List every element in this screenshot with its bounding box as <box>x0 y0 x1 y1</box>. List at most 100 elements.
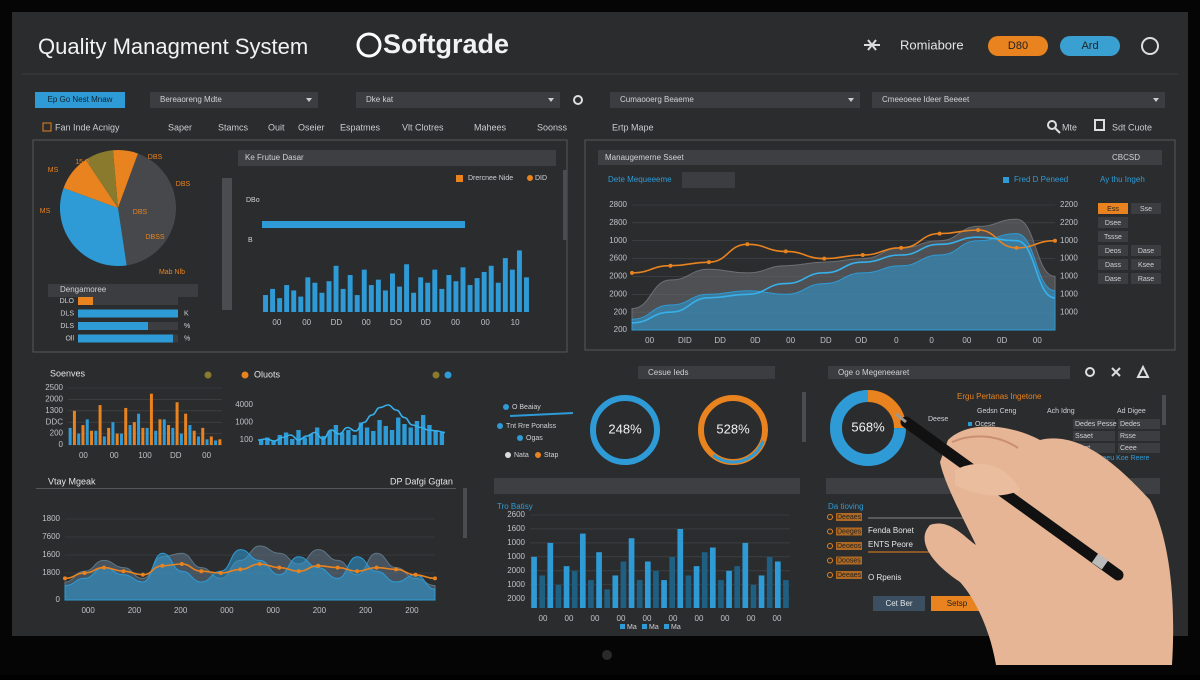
select-label[interactable]: Cmeeoeee Ideer Beeeet <box>882 95 970 104</box>
bar <box>563 566 570 608</box>
bar <box>612 575 619 608</box>
select[interactable] <box>356 92 560 108</box>
action-button-label[interactable]: Setsp <box>947 599 968 608</box>
legend-label: Nata <box>514 452 529 459</box>
toolbar-button-label[interactable]: Ep Go Nest Mnaw <box>48 95 113 104</box>
action-button[interactable] <box>931 596 983 611</box>
bar <box>571 570 578 608</box>
y-tick-label: 2000 <box>45 395 63 404</box>
tab[interactable]: Mahees <box>474 122 507 132</box>
x-tick-label: 0 <box>929 336 934 345</box>
thumb <box>955 463 1020 496</box>
x-tick-label: 000 <box>81 606 95 615</box>
finger-crease <box>951 435 1019 449</box>
list-note: Fenda Bonet <box>868 526 915 535</box>
user-icon <box>864 39 880 51</box>
header-button[interactable] <box>1060 36 1120 56</box>
bar <box>402 424 407 445</box>
list-item[interactable]: Dooses <box>837 557 861 564</box>
header-button-label[interactable]: Ard <box>1081 40 1098 52</box>
action-button-label[interactable]: Cet Ber <box>885 599 912 608</box>
header-bar <box>494 478 800 494</box>
x-tick-label: 00 <box>617 614 626 623</box>
area <box>64 549 436 601</box>
bar <box>90 430 94 445</box>
point <box>355 569 360 574</box>
pie-slice <box>112 150 139 208</box>
point <box>218 571 223 575</box>
select-label[interactable]: Cesue Ieds <box>648 368 688 377</box>
bar <box>218 439 222 445</box>
tab[interactable]: Ertp Mape <box>612 122 654 132</box>
select-label[interactable]: Dengamoree <box>60 285 107 294</box>
tab[interactable]: Espatmes <box>340 122 381 132</box>
panel-note: DP Dafgi Ggtan <box>390 476 453 486</box>
select[interactable] <box>638 366 775 379</box>
list-item[interactable]: Deoeos <box>837 543 862 550</box>
search-icon-handle <box>1054 127 1061 134</box>
header-button-label[interactable]: D80 <box>1008 40 1028 52</box>
list-item[interactable]: Deeges <box>837 528 862 535</box>
row-end-label: K <box>184 310 189 317</box>
bar <box>158 419 162 445</box>
table-cell <box>1118 419 1160 429</box>
select-label[interactable]: Dke kat <box>366 95 394 104</box>
y-tick-label: 1800 <box>42 514 60 523</box>
point <box>630 270 634 275</box>
point <box>101 565 106 570</box>
tab[interactable]: Stamcs <box>218 122 249 132</box>
toolbar-button[interactable] <box>35 92 125 108</box>
list-item[interactable]: Deeaes <box>837 514 862 521</box>
legend-swatch <box>456 175 463 182</box>
point <box>140 572 145 577</box>
point <box>121 569 126 574</box>
tab[interactable]: Oseier <box>298 122 325 132</box>
tab[interactable]: Soonss <box>537 122 568 132</box>
tab[interactable]: Vlt Clotres <box>402 122 444 132</box>
select[interactable] <box>828 366 1070 379</box>
hand-with-pen <box>895 412 1174 665</box>
table-cell-text: Dase <box>1138 248 1154 255</box>
bar <box>644 561 651 608</box>
bar <box>196 436 200 445</box>
list-item[interactable]: Deeaes <box>837 572 862 579</box>
select-label[interactable]: Bereaoreng Mdte <box>160 95 222 104</box>
row-end-label: % <box>184 335 190 342</box>
select-label[interactable]: Cumaooerg Beaeme <box>620 95 694 104</box>
legend-label: Ma <box>671 624 681 631</box>
bar <box>258 440 264 445</box>
bar <box>115 433 119 445</box>
bar <box>397 286 402 312</box>
table-cell <box>1073 431 1115 441</box>
tab[interactable]: Saper <box>168 122 192 132</box>
select[interactable] <box>872 92 1165 108</box>
tab[interactable]: Sdt Cuote <box>1112 122 1152 132</box>
tab[interactable]: Mte <box>1062 122 1077 132</box>
select[interactable] <box>610 92 860 108</box>
bar <box>270 288 276 312</box>
y-tick-label: 1000 <box>609 236 627 245</box>
select-label[interactable]: Oge o Megeneearet <box>838 368 910 377</box>
tab[interactable]: Ouit <box>268 122 285 132</box>
point <box>899 245 904 250</box>
pie-label: MS <box>40 208 51 215</box>
gear-icon <box>1085 367 1095 377</box>
bar <box>377 420 382 445</box>
select[interactable] <box>48 284 198 297</box>
y-tick-label: 1600 <box>507 524 525 533</box>
y-tick-label: 2000 <box>609 289 627 298</box>
phone-icon <box>573 95 583 105</box>
panel-title: Manaugemerne Sseet <box>605 153 684 162</box>
bar <box>305 277 311 312</box>
select[interactable] <box>150 92 318 108</box>
bar <box>774 561 781 608</box>
header-button[interactable] <box>988 36 1048 56</box>
point <box>706 260 711 265</box>
panel <box>32 139 568 353</box>
x-tick-label: 00 <box>481 318 490 327</box>
action-button[interactable] <box>873 596 925 611</box>
tab[interactable]: Fan Inde Acnigy <box>55 122 120 132</box>
bar <box>758 575 765 608</box>
input-box[interactable] <box>682 172 735 188</box>
select-label[interactable]: CBCSD <box>1112 153 1140 162</box>
